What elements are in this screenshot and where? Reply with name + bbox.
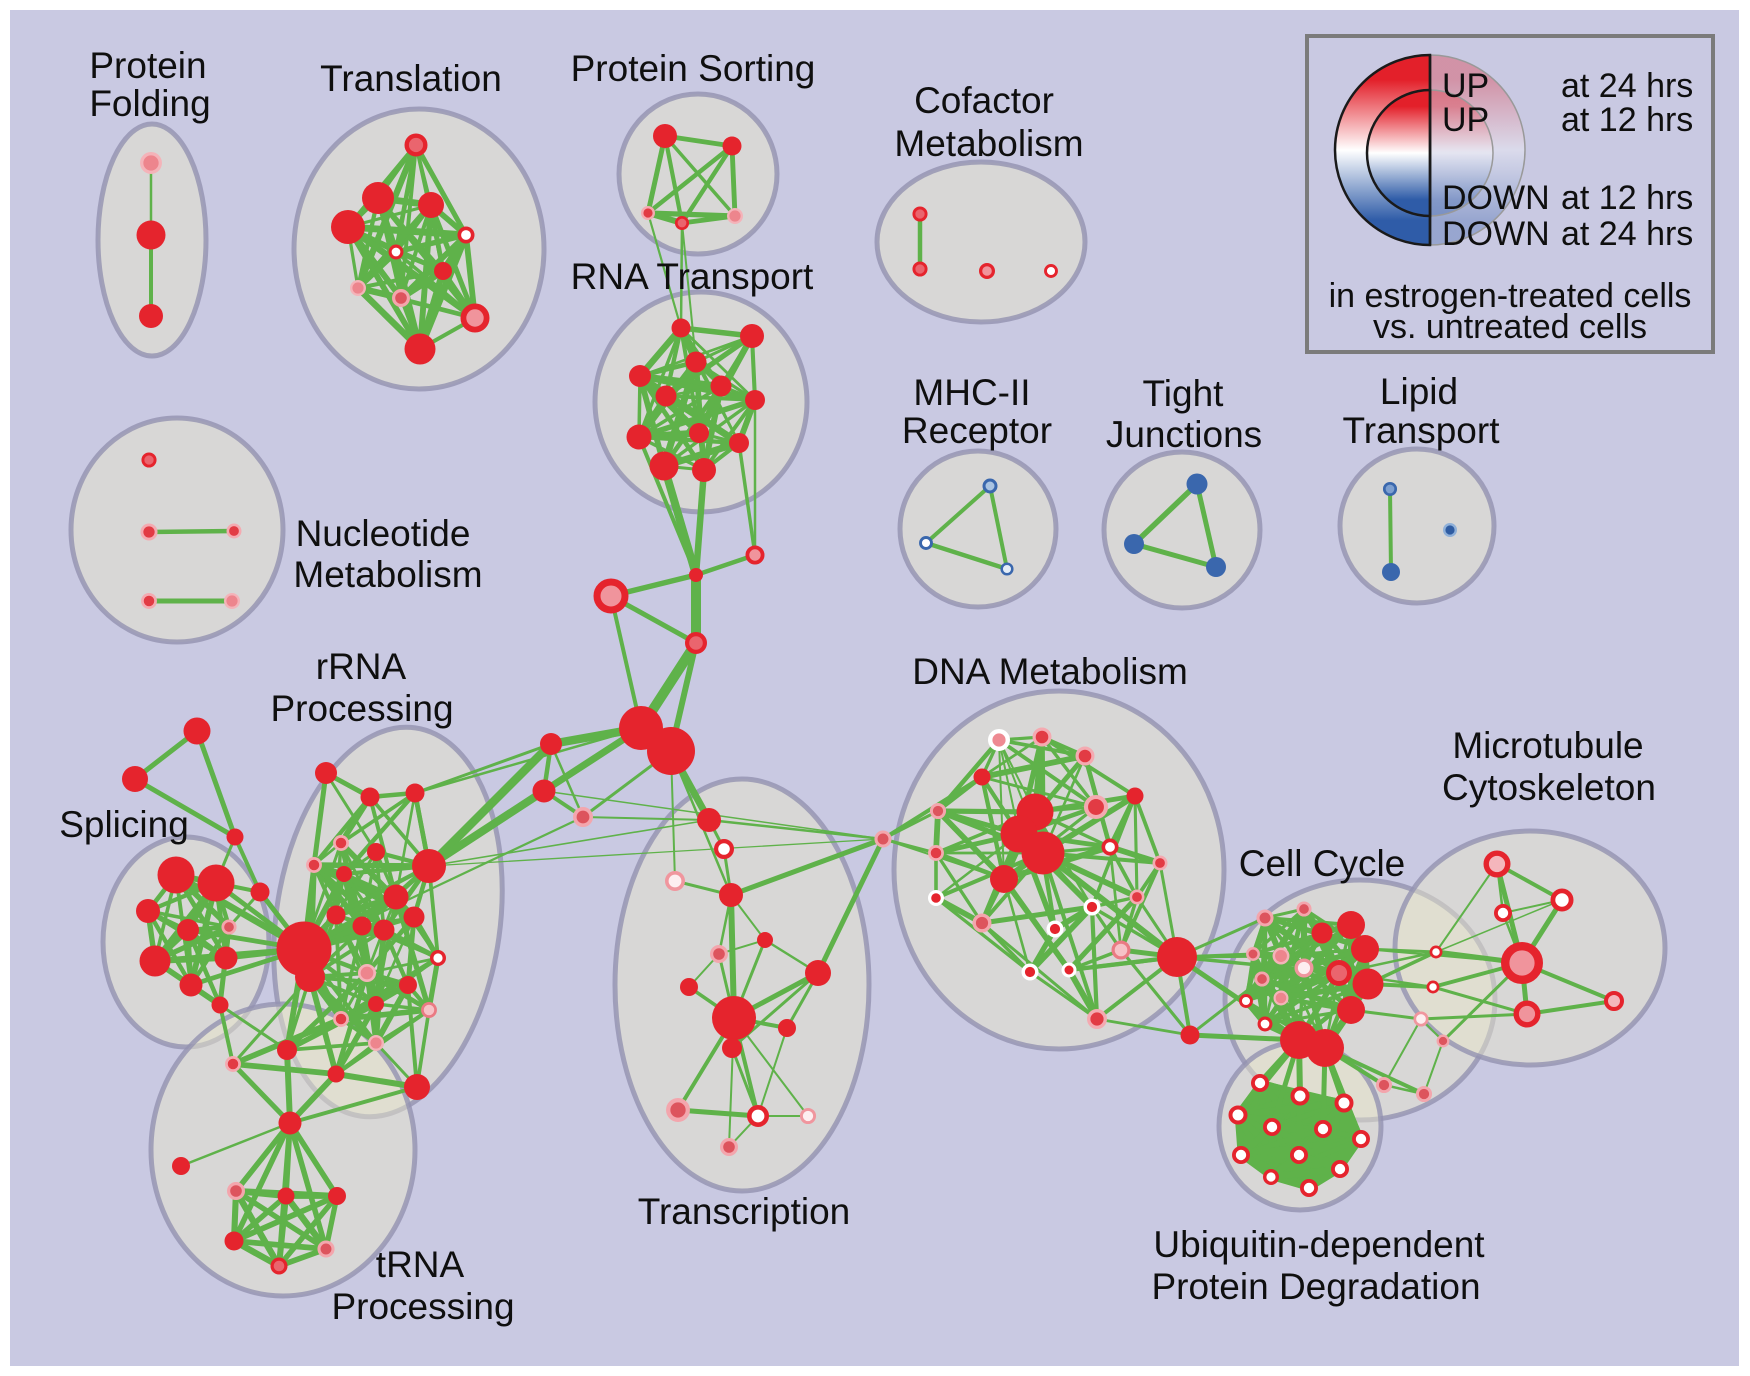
svg-text:DOWN: DOWN [1442,179,1550,217]
svg-text:UP: UP [1442,67,1489,105]
svg-text:Ubiquitin-dependent: Ubiquitin-dependent [1153,1224,1485,1265]
svg-text:Junctions: Junctions [1106,414,1262,455]
svg-text:in estrogen-treated cells: in estrogen-treated cells [1329,277,1692,315]
svg-text:Cofactor: Cofactor [914,80,1054,121]
svg-text:Tight: Tight [1143,373,1225,414]
svg-text:Processing: Processing [331,1286,514,1327]
svg-text:Protein Sorting: Protein Sorting [571,48,816,89]
svg-text:DNA Metabolism: DNA Metabolism [912,651,1188,692]
svg-text:DOWN: DOWN [1442,215,1550,253]
svg-text:Protein Degradation: Protein Degradation [1151,1266,1480,1307]
svg-text:rRNA: rRNA [316,646,407,687]
svg-text:MHC-II: MHC-II [913,372,1030,413]
svg-text:Protein: Protein [89,45,206,86]
svg-text:Processing: Processing [270,688,453,729]
svg-text:Cell Cycle: Cell Cycle [1239,843,1406,884]
svg-text:Transcription: Transcription [638,1191,850,1232]
svg-text:RNA Transport: RNA Transport [571,256,814,297]
svg-text:at 12 hrs: at 12 hrs [1561,179,1693,217]
svg-text:Metabolism: Metabolism [894,123,1083,164]
svg-text:Splicing: Splicing [59,804,189,845]
svg-text:Transport: Transport [1343,410,1501,451]
svg-text:Metabolism: Metabolism [293,554,482,595]
svg-text:tRNA: tRNA [376,1244,465,1285]
svg-text:at 12 hrs: at 12 hrs [1561,101,1693,139]
svg-text:Cytoskeleton: Cytoskeleton [1442,767,1656,808]
svg-text:at 24 hrs: at 24 hrs [1561,215,1693,253]
svg-text:Translation: Translation [320,58,502,99]
svg-text:at 24 hrs: at 24 hrs [1561,67,1693,105]
svg-text:vs. untreated cells: vs. untreated cells [1373,308,1647,346]
svg-text:Receptor: Receptor [902,410,1052,451]
svg-text:Nucleotide: Nucleotide [296,513,471,554]
svg-text:Microtubule: Microtubule [1452,725,1643,766]
svg-text:UP: UP [1442,101,1489,139]
svg-text:Lipid: Lipid [1380,371,1458,412]
svg-text:Folding: Folding [89,83,210,124]
